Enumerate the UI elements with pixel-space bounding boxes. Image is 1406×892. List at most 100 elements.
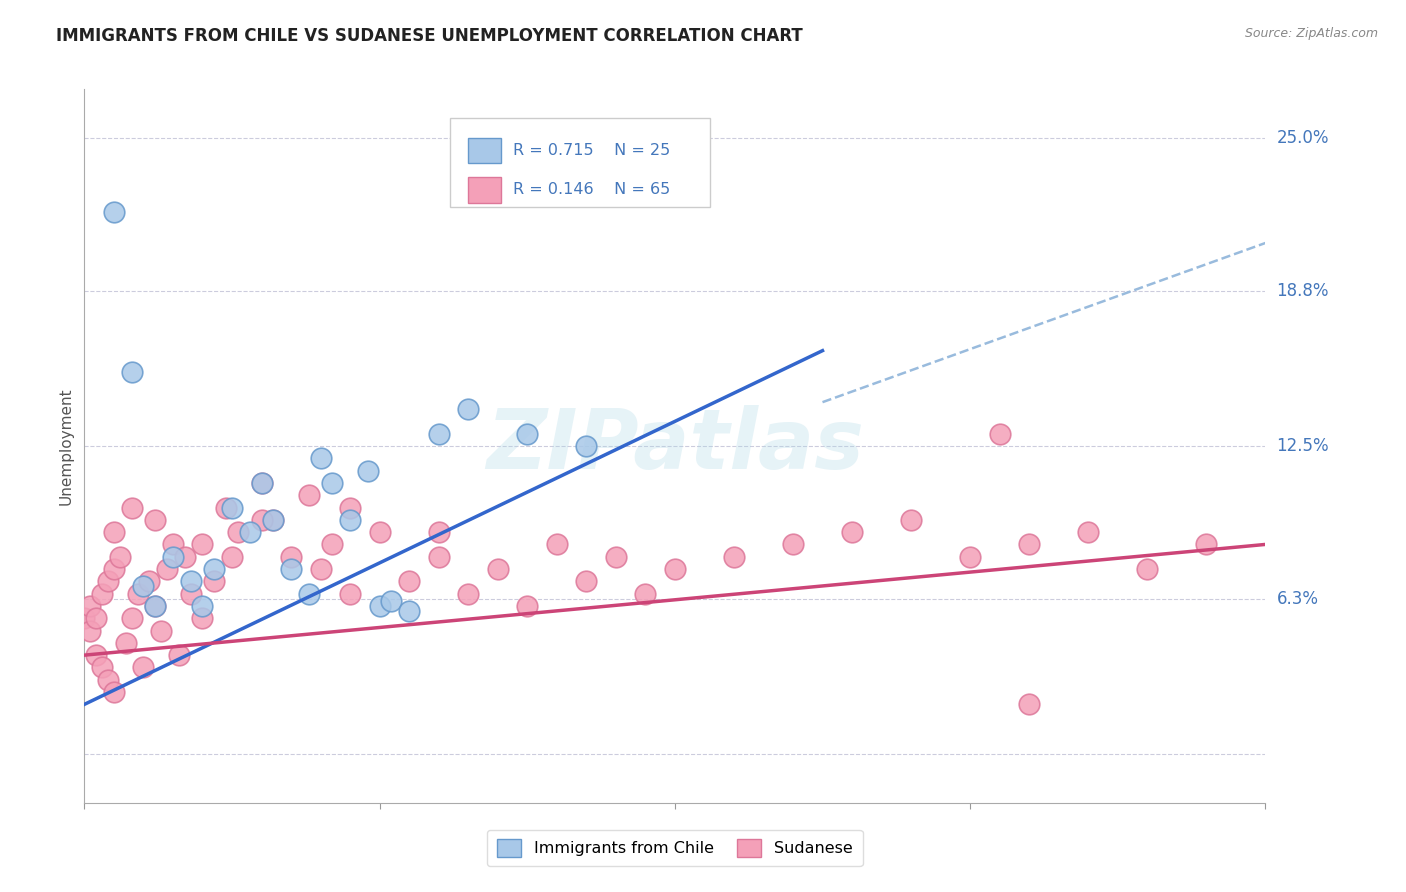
Point: [841, 525, 863, 540]
Text: Source: ZipAtlas.com: Source: ZipAtlas.com: [1244, 27, 1378, 40]
Point: [191, 599, 214, 613]
Text: 18.8%: 18.8%: [1277, 282, 1329, 300]
Point: [250, 513, 273, 527]
Text: ZIPatlas: ZIPatlas: [486, 406, 863, 486]
Point: [180, 587, 202, 601]
Point: [988, 426, 1011, 441]
Point: [546, 537, 568, 551]
Point: [605, 549, 627, 564]
Point: [202, 574, 225, 589]
Point: [298, 488, 321, 502]
Point: [309, 451, 332, 466]
Text: IMMIGRANTS FROM CHILE VS SUDANESE UNEMPLOYMENT CORRELATION CHART: IMMIGRANTS FROM CHILE VS SUDANESE UNEMPL…: [56, 27, 803, 45]
Point: [457, 587, 479, 601]
Point: [79, 624, 101, 638]
Point: [226, 525, 249, 540]
Point: [1018, 537, 1040, 551]
Point: [427, 549, 450, 564]
Point: [1077, 525, 1099, 540]
Point: [180, 574, 202, 589]
Point: [634, 587, 657, 601]
Point: [191, 537, 214, 551]
Point: [91, 587, 114, 601]
Point: [782, 537, 804, 551]
Text: R = 0.146    N = 65: R = 0.146 N = 65: [513, 182, 671, 197]
Point: [262, 513, 284, 527]
Point: [97, 673, 120, 687]
Point: [575, 439, 598, 453]
Point: [262, 513, 284, 527]
Point: [162, 537, 184, 551]
Point: [143, 599, 166, 613]
Point: [108, 549, 131, 564]
Point: [959, 549, 981, 564]
Point: [357, 464, 380, 478]
Point: [84, 648, 107, 662]
Point: [368, 525, 391, 540]
Point: [250, 475, 273, 490]
Point: [121, 500, 143, 515]
Point: [79, 599, 101, 613]
Text: 6.3%: 6.3%: [1277, 590, 1319, 607]
Point: [132, 579, 155, 593]
Point: [380, 594, 402, 608]
Point: [486, 562, 509, 576]
Point: [221, 500, 243, 515]
Point: [339, 587, 361, 601]
Bar: [468, 137, 502, 163]
Point: [516, 426, 538, 441]
Point: [298, 587, 321, 601]
Point: [103, 562, 125, 576]
Point: [91, 660, 114, 674]
Point: [1018, 698, 1040, 712]
Y-axis label: Unemployment: Unemployment: [58, 387, 73, 505]
Point: [368, 599, 391, 613]
Point: [398, 604, 420, 618]
Text: 25.0%: 25.0%: [1277, 129, 1329, 147]
Point: [215, 500, 238, 515]
Point: [339, 513, 361, 527]
Point: [321, 475, 343, 490]
Point: [202, 562, 225, 576]
Point: [250, 475, 273, 490]
Point: [84, 611, 107, 625]
Point: [221, 549, 243, 564]
Point: [162, 549, 184, 564]
Point: [114, 636, 136, 650]
Bar: [468, 177, 502, 202]
Legend: Immigrants from Chile, Sudanese: Immigrants from Chile, Sudanese: [488, 830, 862, 866]
Point: [167, 648, 190, 662]
Point: [191, 611, 214, 625]
Point: [143, 599, 166, 613]
Point: [103, 525, 125, 540]
Point: [127, 587, 149, 601]
Point: [516, 599, 538, 613]
Point: [427, 426, 450, 441]
FancyBboxPatch shape: [450, 118, 710, 207]
Point: [121, 365, 143, 379]
Point: [664, 562, 686, 576]
Text: R = 0.715    N = 25: R = 0.715 N = 25: [513, 143, 671, 158]
Point: [121, 611, 143, 625]
Point: [239, 525, 262, 540]
Point: [1195, 537, 1218, 551]
Point: [723, 549, 745, 564]
Point: [173, 549, 195, 564]
Point: [138, 574, 160, 589]
Text: 12.5%: 12.5%: [1277, 437, 1329, 455]
Point: [457, 402, 479, 417]
Point: [398, 574, 420, 589]
Point: [73, 611, 96, 625]
Point: [280, 549, 302, 564]
Point: [97, 574, 120, 589]
Point: [103, 685, 125, 699]
Point: [280, 562, 302, 576]
Point: [427, 525, 450, 540]
Point: [575, 574, 598, 589]
Point: [339, 500, 361, 515]
Point: [103, 205, 125, 219]
Point: [1136, 562, 1159, 576]
Point: [132, 660, 155, 674]
Point: [321, 537, 343, 551]
Point: [900, 513, 922, 527]
